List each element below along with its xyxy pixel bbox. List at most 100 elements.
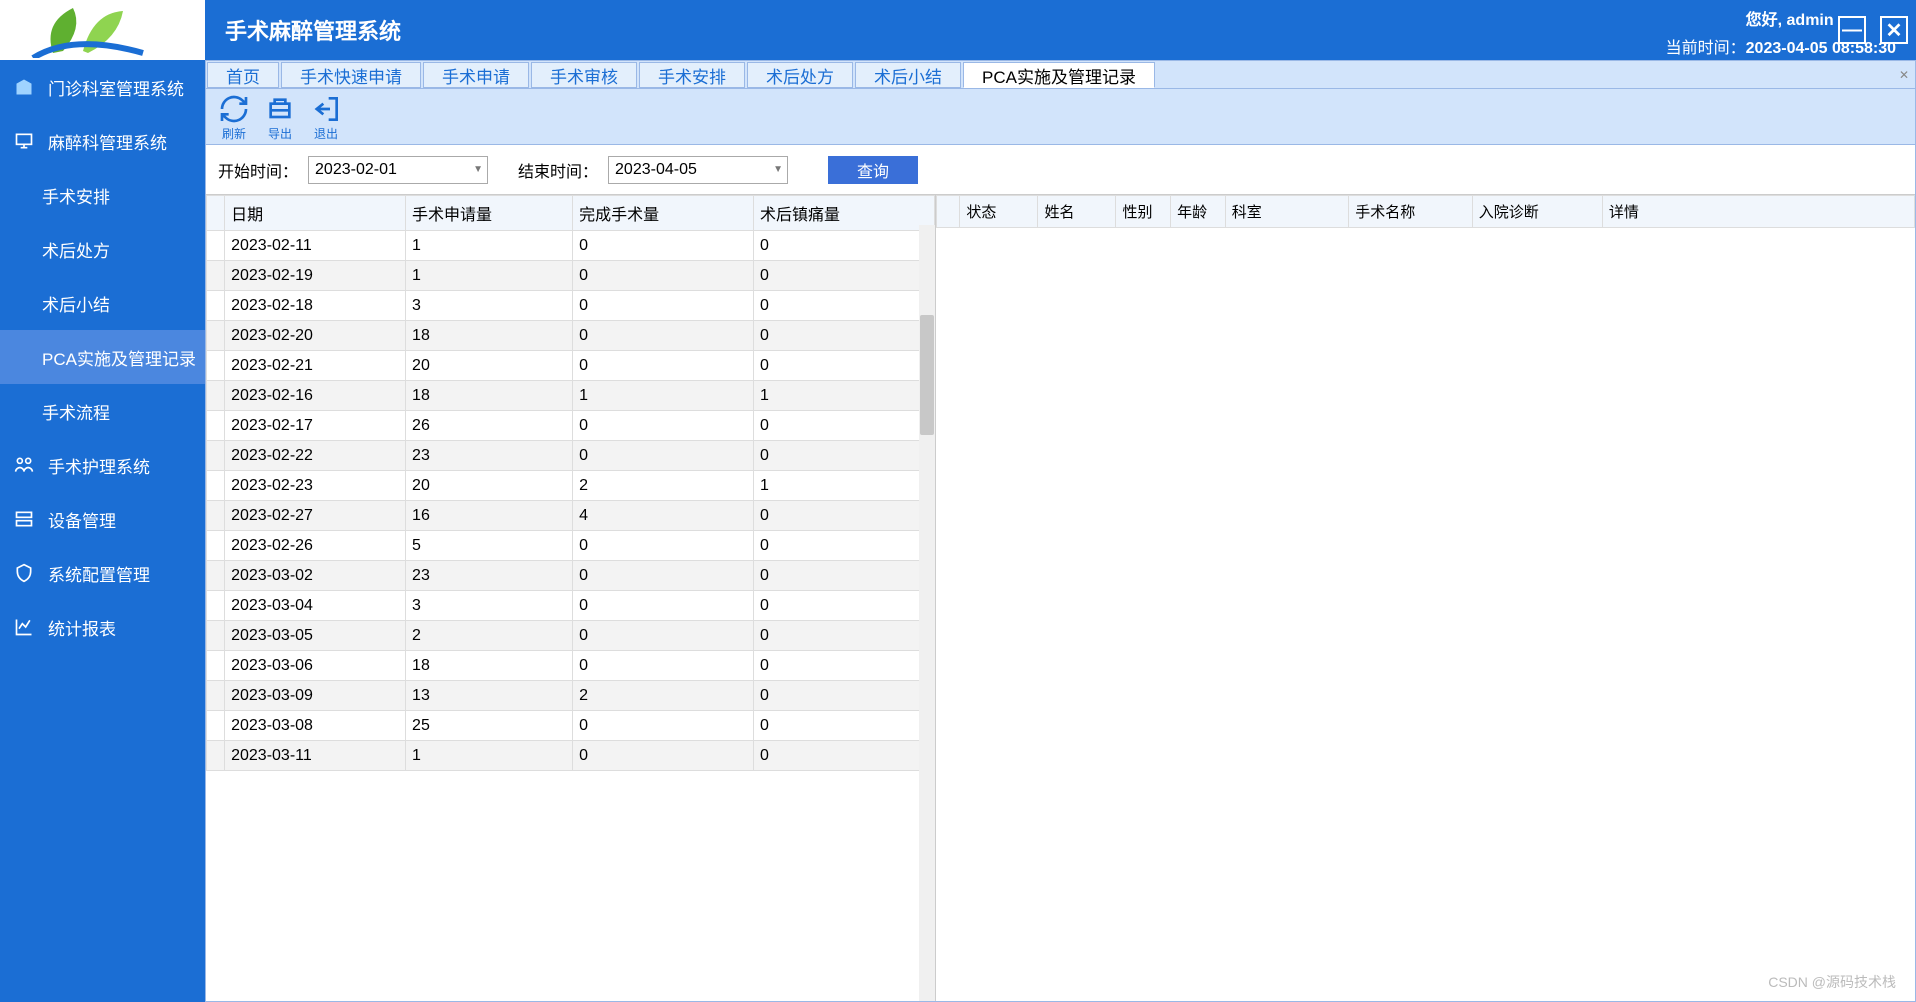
table-row[interactable]: 2023-03-061800 (207, 651, 935, 681)
sidebar-item-label: 术后小结 (42, 291, 110, 316)
table-row[interactable]: 2023-03-022300 (207, 561, 935, 591)
table-cell: 0 (754, 291, 935, 321)
sidebar-item-5[interactable]: PCA实施及管理记录 (0, 330, 205, 384)
tab-2[interactable]: 手术申请 (423, 62, 529, 88)
scrollbar[interactable] (919, 225, 935, 1001)
col-header[interactable]: 性别 (1116, 196, 1171, 228)
table-cell: 0 (573, 651, 754, 681)
table-cell: 0 (573, 441, 754, 471)
refresh-button[interactable]: 刷新 (214, 93, 254, 142)
table-row[interactable]: 2023-02-212000 (207, 351, 935, 381)
col-header[interactable]: 手术名称 (1349, 196, 1473, 228)
sidebar-item-label: 术后处方 (42, 237, 110, 262)
summary-table-container: 日期手术申请量完成手术量术后镇痛量 2023-02-111002023-02-1… (206, 195, 936, 1001)
table-cell: 0 (573, 351, 754, 381)
table-cell: 0 (754, 531, 935, 561)
sidebar-nav: 门诊科室管理系统麻醉科管理系统手术安排术后处方术后小结 PCA实施及管理记录手术流… (0, 60, 205, 1002)
table-cell: 2023-02-19 (225, 261, 406, 291)
chart-icon (14, 617, 34, 637)
dropdown-icon[interactable]: ▼ (773, 164, 783, 175)
table-row[interactable]: 2023-03-091320 (207, 681, 935, 711)
col-header[interactable]: 详情 (1602, 196, 1914, 228)
col-header[interactable]: 年龄 (1171, 196, 1226, 228)
table-cell: 0 (754, 741, 935, 771)
table-row[interactable]: 2023-03-04300 (207, 591, 935, 621)
close-button[interactable]: ✕ (1880, 16, 1908, 44)
table-cell: 13 (406, 681, 573, 711)
exit-button[interactable]: 退出 (306, 93, 346, 142)
sidebar-item-2[interactable]: 手术安排 (0, 168, 205, 222)
table-cell: 2023-02-11 (225, 231, 406, 261)
table-row[interactable]: 2023-03-082500 (207, 711, 935, 741)
sidebar-item-3[interactable]: 术后处方 (0, 222, 205, 276)
table-row[interactable]: 2023-02-201800 (207, 321, 935, 351)
sidebar-item-4[interactable]: 术后小结 (0, 276, 205, 330)
table-row[interactable]: 2023-02-222300 (207, 441, 935, 471)
table-row[interactable]: 2023-02-232021 (207, 471, 935, 501)
table-row[interactable]: 2023-03-05200 (207, 621, 935, 651)
sidebar-item-1[interactable]: 麻醉科管理系统 (0, 114, 205, 168)
table-cell: 25 (406, 711, 573, 741)
table-cell: 0 (754, 621, 935, 651)
table-row[interactable]: 2023-02-161811 (207, 381, 935, 411)
col-header[interactable]: 术后镇痛量 (754, 196, 935, 231)
tab-1[interactable]: 手术快速申请 (281, 62, 421, 88)
table-row[interactable]: 2023-02-26500 (207, 531, 935, 561)
table-row[interactable]: 2023-02-11100 (207, 231, 935, 261)
table-cell: 2023-02-23 (225, 471, 406, 501)
table-row[interactable]: 2023-02-19100 (207, 261, 935, 291)
sidebar-item-label: PCA实施及管理记录 (42, 345, 196, 370)
tab-0[interactable]: 首页 (207, 62, 279, 88)
sidebar-item-9[interactable]: 系统配置管理 (0, 546, 205, 600)
table-row[interactable]: 2023-02-271640 (207, 501, 935, 531)
table-cell: 1 (406, 231, 573, 261)
app-title: 手术麻醉管理系统 (225, 14, 401, 46)
col-header[interactable]: 科室 (1225, 196, 1349, 228)
table-cell: 0 (573, 711, 754, 741)
table-cell: 0 (754, 231, 935, 261)
col-header[interactable]: 完成手术量 (573, 196, 754, 231)
scroll-thumb[interactable] (920, 315, 934, 435)
title-bar: 手术麻醉管理系统 您好, admin 当前时间：2023-04-05 08:58… (0, 0, 1916, 60)
export-button[interactable]: 导出 (260, 93, 300, 142)
tab-3[interactable]: 手术审核 (531, 62, 637, 88)
tool-label: 退出 (314, 125, 338, 142)
table-row[interactable]: 2023-03-11100 (207, 741, 935, 771)
table-row[interactable]: 2023-02-172600 (207, 411, 935, 441)
sidebar-item-6[interactable]: 手术流程 (0, 384, 205, 438)
tab-6[interactable]: 术后小结 (855, 62, 961, 88)
table-cell: 0 (573, 321, 754, 351)
sidebar-item-10[interactable]: 统计报表 (0, 600, 205, 654)
sidebar-item-8[interactable]: 设备管理 (0, 492, 205, 546)
table-cell: 2023-03-06 (225, 651, 406, 681)
table-cell: 2023-03-02 (225, 561, 406, 591)
sidebar-item-0[interactable]: 门诊科室管理系统 (0, 60, 205, 114)
table-cell: 0 (754, 351, 935, 381)
table-cell: 0 (573, 531, 754, 561)
tab-7[interactable]: PCA实施及管理记录 (963, 62, 1155, 88)
minimize-button[interactable]: — (1838, 16, 1866, 44)
query-button[interactable]: 查询 (828, 156, 918, 184)
col-header[interactable]: 入院诊断 (1472, 196, 1602, 228)
sidebar-item-label: 手术护理系统 (48, 453, 150, 478)
tab-close-icon[interactable]: ✕ (1899, 68, 1909, 82)
table-cell: 16 (406, 501, 573, 531)
table-cell: 0 (754, 261, 935, 291)
table-cell: 2023-02-17 (225, 411, 406, 441)
dropdown-icon[interactable]: ▼ (473, 164, 483, 175)
tab-5[interactable]: 术后处方 (747, 62, 853, 88)
end-date-input[interactable]: 2023-04-05▼ (608, 156, 788, 184)
table-cell: 0 (573, 591, 754, 621)
summary-table: 日期手术申请量完成手术量术后镇痛量 2023-02-111002023-02-1… (206, 195, 935, 771)
col-header[interactable]: 日期 (225, 196, 406, 231)
sidebar-item-7[interactable]: 手术护理系统 (0, 438, 205, 492)
col-header[interactable]: 状态 (960, 196, 1038, 228)
col-header[interactable]: 姓名 (1038, 196, 1116, 228)
col-header[interactable]: 手术申请量 (406, 196, 573, 231)
start-date-label: 开始时间： (218, 158, 298, 182)
sidebar-item-label: 手术安排 (42, 183, 110, 208)
table-cell: 2023-02-21 (225, 351, 406, 381)
table-row[interactable]: 2023-02-18300 (207, 291, 935, 321)
tab-4[interactable]: 手术安排 (639, 62, 745, 88)
start-date-input[interactable]: 2023-02-01▼ (308, 156, 488, 184)
